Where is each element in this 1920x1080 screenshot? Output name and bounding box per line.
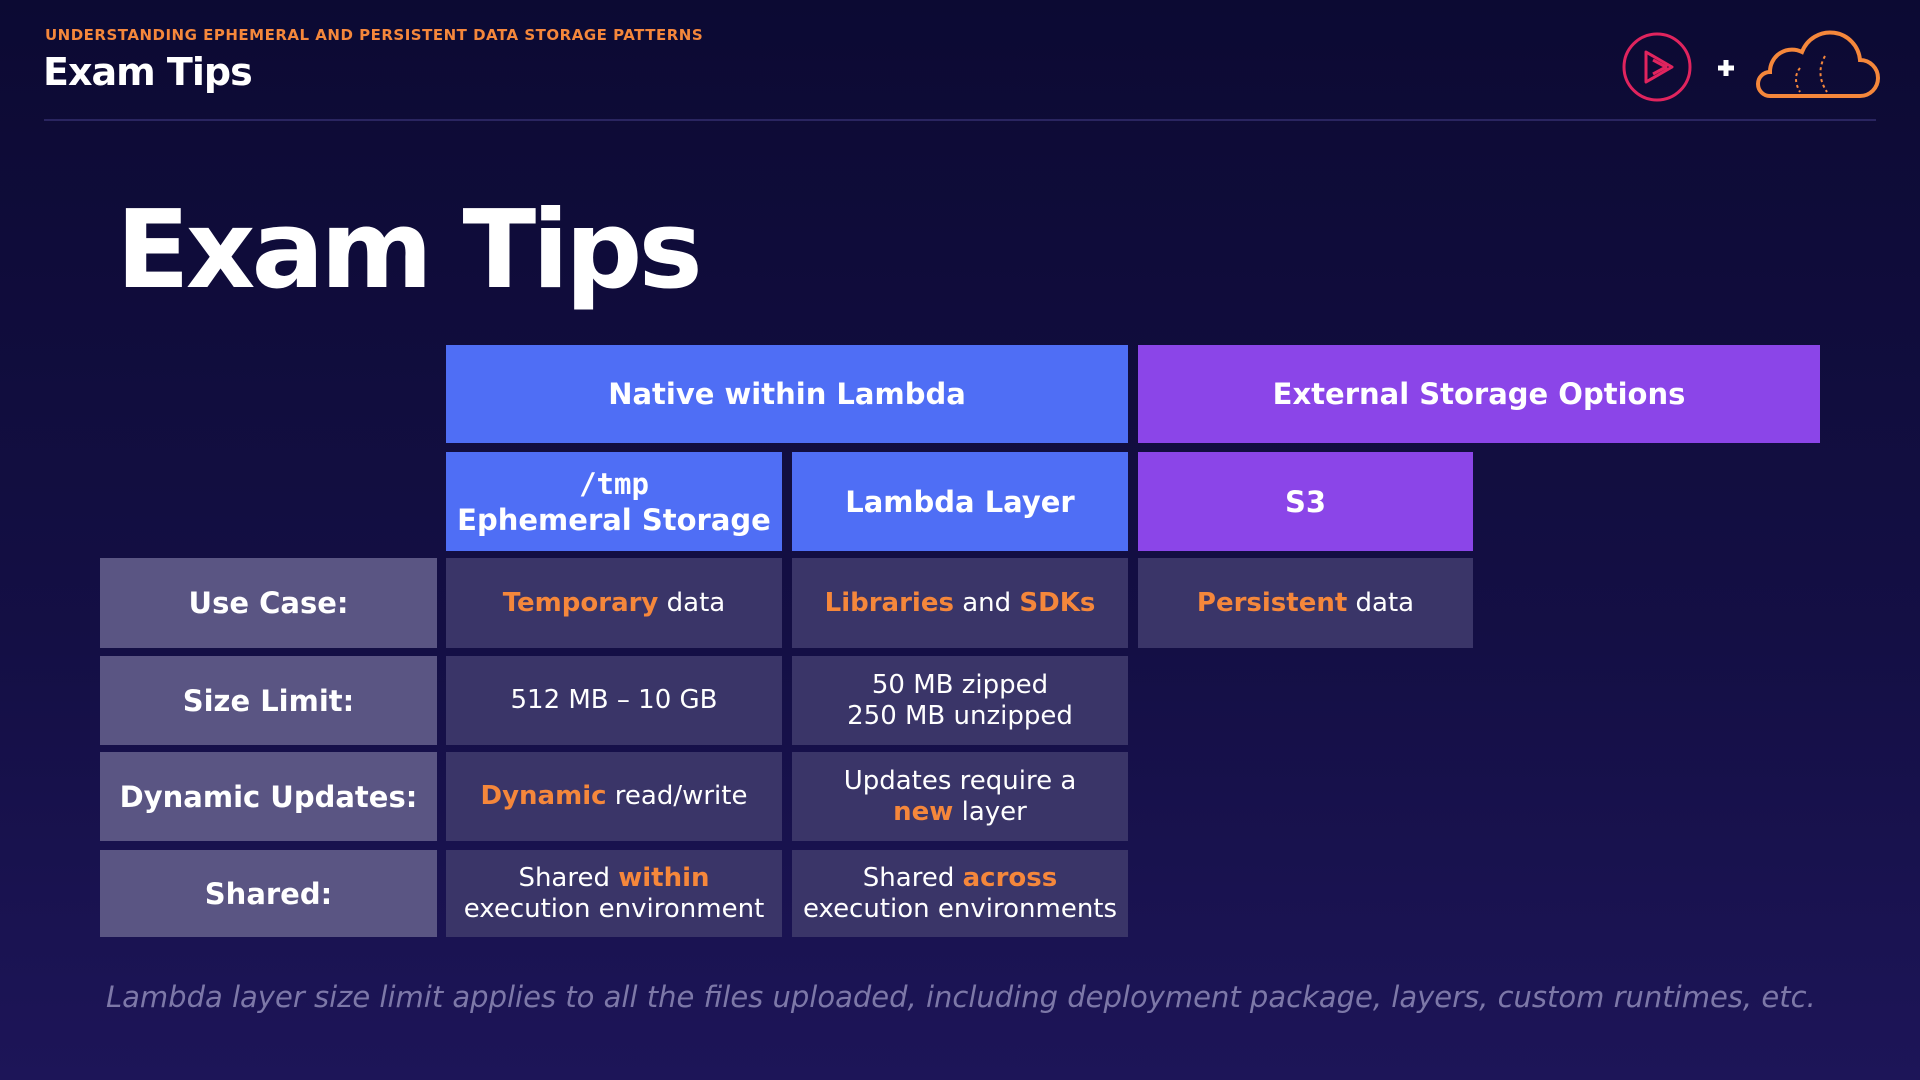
text-line: execution environments bbox=[803, 894, 1117, 925]
text-line: S3 bbox=[1285, 484, 1326, 520]
highlight: within bbox=[618, 862, 710, 893]
table-cell: Dynamic read/write bbox=[446, 752, 782, 841]
footnote: Lambda layer size limit applies to all t… bbox=[106, 980, 1816, 1014]
column-header: Lambda Layer bbox=[792, 452, 1128, 551]
table-cell: Persistent data bbox=[1138, 558, 1473, 648]
column-header: /tmp Ephemeral Storage bbox=[446, 452, 782, 551]
text: execution environment bbox=[463, 893, 765, 924]
text: 512 MB – 10 GB bbox=[510, 685, 718, 715]
text: data bbox=[1347, 587, 1415, 618]
column-header: S3 bbox=[1138, 452, 1473, 551]
row-label: Shared: bbox=[100, 850, 437, 937]
text-line: Temporary data bbox=[503, 588, 725, 619]
text: data bbox=[658, 587, 726, 618]
text: Shared bbox=[518, 862, 619, 893]
text: and bbox=[953, 587, 1020, 618]
table-cell: Shared within execution environment bbox=[446, 850, 782, 937]
text: /tmp bbox=[579, 466, 649, 501]
text-line: Ephemeral Storage bbox=[457, 502, 771, 538]
text-line: Updates require a bbox=[844, 766, 1077, 797]
group-header: External Storage Options bbox=[1138, 345, 1820, 443]
text: 250 MB unzipped bbox=[847, 700, 1073, 731]
highlight: Libraries bbox=[824, 587, 954, 618]
table-cell: 512 MB – 10 GB bbox=[446, 656, 782, 745]
slide-title: Exam Tips bbox=[116, 188, 703, 313]
text: read/write bbox=[606, 781, 748, 811]
text-line: Dynamic read/write bbox=[481, 781, 748, 812]
text: Shared bbox=[862, 862, 963, 893]
text-line: 512 MB – 10 GB bbox=[510, 685, 717, 716]
text: 50 MB zipped bbox=[871, 669, 1049, 700]
text: layer bbox=[953, 796, 1027, 827]
table-cell: Updates require a new layer bbox=[792, 752, 1128, 841]
table-cell: Shared across execution environments bbox=[792, 850, 1128, 937]
text-line: Lambda Layer bbox=[845, 484, 1074, 520]
text: Ephemeral Storage bbox=[457, 502, 771, 537]
text-line: Persistent data bbox=[1197, 588, 1414, 619]
highlight: SDKs bbox=[1019, 587, 1096, 618]
text-line: /tmp bbox=[579, 466, 649, 502]
highlight: across bbox=[962, 862, 1058, 893]
highlight: Dynamic bbox=[480, 781, 607, 811]
highlight: new bbox=[893, 796, 954, 827]
row-label: Dynamic Updates: bbox=[100, 752, 437, 841]
text-line: new layer bbox=[893, 797, 1027, 828]
text-line: Shared within bbox=[518, 863, 709, 894]
logos bbox=[1622, 30, 1880, 102]
text-line: execution environment bbox=[464, 894, 765, 925]
table-cell: Libraries and SDKs bbox=[792, 558, 1128, 648]
text: Lambda Layer bbox=[845, 484, 1075, 519]
table-cell: Temporary data bbox=[446, 558, 782, 648]
text-line: 250 MB unzipped bbox=[847, 701, 1073, 732]
text-line: 50 MB zipped bbox=[872, 670, 1048, 701]
group-header: Native within Lambda bbox=[446, 345, 1128, 443]
text: execution environments bbox=[802, 893, 1118, 924]
table-cell: 50 MB zipped 250 MB unzipped bbox=[792, 656, 1128, 745]
header-title: Exam Tips bbox=[43, 50, 253, 94]
text: S3 bbox=[1284, 484, 1327, 519]
highlight: Temporary bbox=[502, 587, 659, 618]
kicker: UNDERSTANDING EPHEMERAL AND PERSISTENT D… bbox=[45, 26, 704, 44]
text-line: Shared across bbox=[863, 863, 1057, 894]
highlight: Persistent bbox=[1196, 587, 1348, 618]
text: Updates require a bbox=[843, 765, 1077, 796]
text-line: Libraries and SDKs bbox=[825, 588, 1096, 619]
divider bbox=[44, 119, 1876, 121]
row-label: Use Case: bbox=[100, 558, 437, 648]
row-label: Size Limit: bbox=[100, 656, 437, 745]
